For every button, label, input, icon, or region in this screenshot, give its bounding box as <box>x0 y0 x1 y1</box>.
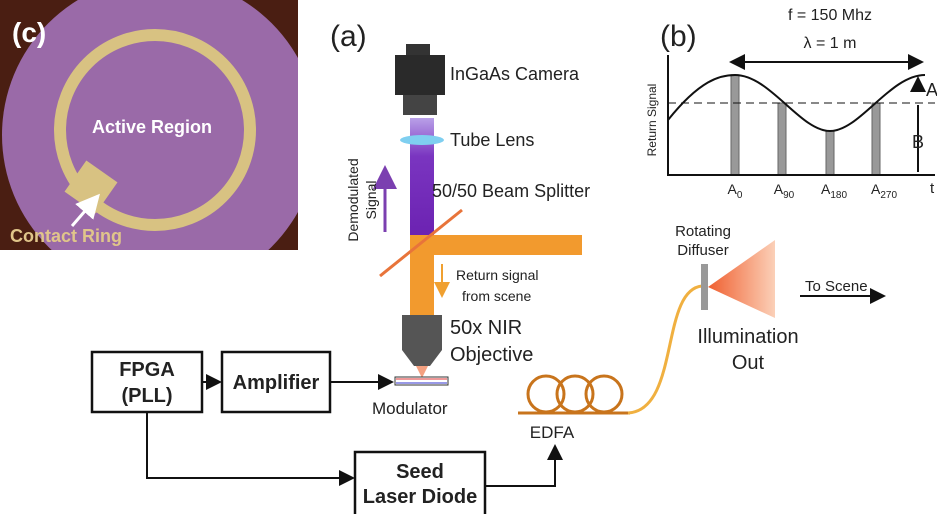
modulator <box>395 377 448 385</box>
objective-beam <box>416 366 428 378</box>
scene-label: To Scene <box>805 278 868 295</box>
diffuser <box>701 264 708 310</box>
lens <box>400 135 444 145</box>
fiber <box>628 286 702 413</box>
x-axis-label: t <box>930 180 935 197</box>
frequency-label: f = 150 Mhz <box>788 7 872 24</box>
offset-label: B <box>912 132 924 152</box>
sample-label: A180 <box>821 181 847 201</box>
ring-label: Contact Ring <box>10 226 122 246</box>
beam <box>410 235 582 255</box>
amplifier-label: Amplifier <box>233 372 320 394</box>
beam <box>410 245 434 317</box>
lens-label: Tube Lens <box>450 130 534 150</box>
amplitude-label: A <box>926 80 937 100</box>
axes <box>668 55 935 175</box>
wire <box>485 446 555 486</box>
y-axis-label: Return Signal <box>645 84 659 157</box>
objective <box>402 315 442 366</box>
modulator-label: Modulator <box>372 399 448 418</box>
panel-label: (b) <box>660 20 697 53</box>
camera <box>403 95 437 115</box>
sample-bars <box>731 75 880 175</box>
sample-label: A0 <box>728 181 743 201</box>
wire <box>147 412 353 478</box>
wavelength-label: λ = 1 m <box>804 35 857 52</box>
micrograph <box>0 0 318 293</box>
camera <box>406 44 430 56</box>
edfa-label: EDFA <box>530 423 575 442</box>
camera <box>395 55 445 95</box>
camera-label: InGaAs Camera <box>450 64 580 84</box>
sample-label: A90 <box>774 181 795 201</box>
figure: (c) Active Region Contact Ring (a) InGaA… <box>0 0 937 514</box>
signal-curve <box>668 75 925 131</box>
fiber-coil <box>518 376 630 413</box>
panel-label: (c) <box>12 17 46 48</box>
panel-label: (a) <box>330 20 367 53</box>
region-label: Active Region <box>92 117 212 137</box>
sample-label: A270 <box>871 181 897 201</box>
splitter-label: 50/50 Beam Splitter <box>432 181 590 201</box>
